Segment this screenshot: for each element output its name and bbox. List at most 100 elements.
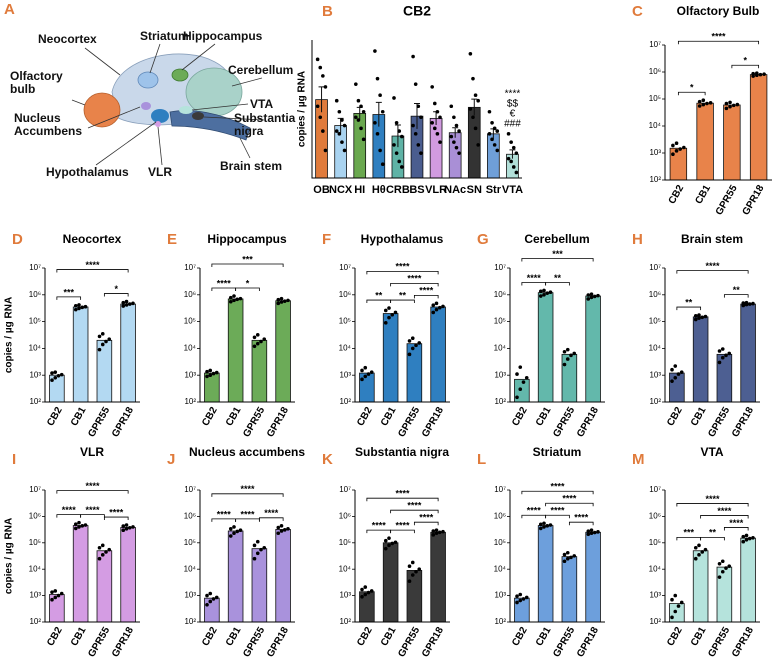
data-point [252,335,257,340]
significance-bracket [366,299,392,304]
bar [696,102,714,181]
data-point [100,332,105,336]
x-tick-label: SN [467,184,482,196]
bar [749,74,768,181]
data-point [744,300,749,305]
data-point [340,118,344,122]
significance-bracket [211,518,237,522]
data-point [392,143,396,147]
data-point [369,589,374,593]
data-point [80,524,85,528]
data-point [434,307,439,312]
region-label: Hippocampus [183,29,263,43]
significance-bracket [413,294,439,299]
data-point [432,101,437,106]
y-tick-label: 10² [649,175,661,184]
data-point [701,102,706,107]
data-point [720,355,725,360]
data-point [724,101,729,106]
data-point [390,541,395,546]
data-point [282,299,287,303]
data-point [97,556,102,561]
y-tick-label: 10⁴ [29,344,42,353]
significance-bracket [676,270,749,274]
significance-label: **** [705,261,720,271]
data-point [279,524,284,528]
data-point [205,369,209,374]
significance-bracket [390,509,439,514]
data-point [104,550,108,554]
y-tick-label: 10⁶ [184,290,196,299]
significance-label: *** [242,254,253,264]
data-point [473,126,478,131]
bar [406,570,423,623]
data-point [572,351,577,356]
x-tick-label: GPR55 [396,625,422,659]
significance-label: **** [109,507,124,517]
error-bar [394,124,401,148]
panel-title: Nucleus accumbens [189,445,305,459]
data-point [211,597,216,601]
data-point [340,140,344,144]
bar [692,316,709,403]
data-point [506,156,511,161]
panel-letter: A [4,1,15,18]
y-tick-label: 10⁶ [339,290,351,299]
significance-label: **** [419,286,434,296]
y-tick-label: 10³ [494,370,506,379]
data-point [569,555,573,560]
significance-label: *** [63,287,74,297]
bar [275,300,291,403]
data-point [717,575,722,579]
error-bar [471,98,478,116]
axis-line [199,268,295,403]
data-point [238,528,243,533]
data-point [400,134,404,139]
y-tick-label: 10⁷ [649,40,661,49]
data-point [703,314,708,319]
bar [227,530,244,623]
data-point [542,293,546,297]
data-point [359,104,363,109]
y-tick-label: 10⁶ [339,512,351,521]
data-point [548,290,553,295]
data-point [361,137,366,142]
y-tick-label: 10³ [184,591,196,600]
data-point [545,291,550,295]
bar [692,550,709,623]
data-point [252,344,257,349]
significance-label: **** [395,521,410,531]
data-point [121,300,126,305]
data-point [77,303,81,307]
data-point [562,349,567,354]
significance-bracket [545,514,570,519]
data-point [131,301,135,306]
data-point [521,380,526,384]
y-tick-label: 10⁶ [494,290,506,299]
data-point [471,115,475,120]
axis-line [664,268,760,403]
data-point [387,315,391,320]
significance-label: **** [395,489,410,499]
data-point [515,594,519,598]
y-tick-label: 10⁴ [649,564,662,573]
bar [716,566,733,623]
axis-line [354,490,450,623]
region-label: Hypothalamus [46,165,129,179]
data-point [104,339,108,344]
x-tick-label: GPR18 [730,405,756,439]
x-tick-label: GPR55 [241,625,267,659]
x-tick-label: GPR18 [575,405,601,439]
data-point [208,599,213,604]
region-label: VLR [148,165,172,179]
data-point [124,303,129,307]
data-point [208,368,213,373]
bar [561,556,578,623]
y-tick-label: 10⁵ [339,538,351,547]
data-point [205,374,209,379]
panel-title: Neocortex [63,232,122,246]
axis-line [664,490,760,623]
data-point [697,543,701,548]
significance-bracket [723,294,749,298]
